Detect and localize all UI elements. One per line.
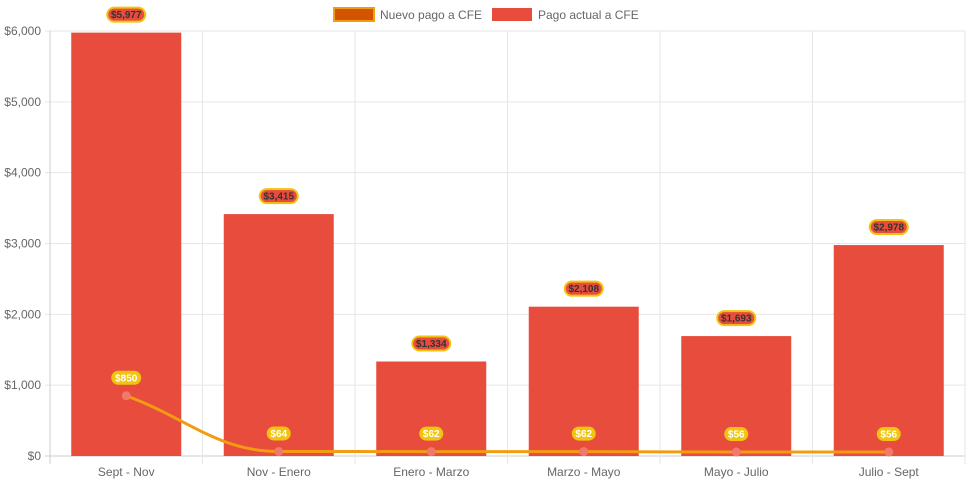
x-tick-label: Marzo - Mayo bbox=[547, 465, 621, 479]
y-tick-label: $3,000 bbox=[4, 237, 41, 251]
bar-value-label-bg bbox=[106, 6, 147, 23]
legend-swatch-nuevo[interactable] bbox=[333, 7, 375, 22]
bar-value-label: $1,693 bbox=[721, 314, 752, 325]
line-value-label: $62 bbox=[423, 429, 440, 440]
x-tick-label: Mayo - Julio bbox=[704, 465, 769, 479]
bar-value-label-bg bbox=[411, 335, 452, 352]
y-tick-label: $1,000 bbox=[4, 378, 41, 392]
line-value-label: $64 bbox=[270, 429, 287, 440]
line-point bbox=[426, 447, 436, 457]
line-value-label-bg bbox=[724, 427, 749, 442]
legend: Nuevo pago a CFE Pago actual a CFE bbox=[333, 7, 639, 22]
line-value-label-bg bbox=[571, 426, 596, 441]
line-point bbox=[121, 391, 131, 401]
line-value-label: $850 bbox=[115, 373, 138, 384]
line-value-label-bg bbox=[266, 426, 291, 441]
x-tick-label: Nov - Enero bbox=[247, 465, 311, 479]
line-value-label-bg bbox=[876, 427, 901, 442]
line-path bbox=[125, 394, 889, 454]
legend-swatch-actual[interactable] bbox=[492, 8, 532, 21]
line-point bbox=[731, 447, 741, 457]
line-value-label: $56 bbox=[880, 430, 897, 441]
line-point bbox=[579, 447, 589, 457]
x-tick-label: Enero - Marzo bbox=[393, 465, 469, 479]
bar bbox=[71, 32, 182, 457]
bar-value-label-bg bbox=[868, 219, 909, 236]
line-point bbox=[274, 446, 284, 456]
bar bbox=[833, 245, 944, 456]
y-tick-label: $4,000 bbox=[4, 166, 41, 180]
line-point bbox=[884, 447, 894, 457]
bar-value-label-bg bbox=[563, 280, 604, 297]
bar bbox=[223, 214, 334, 456]
bar-value-label: $2,108 bbox=[568, 284, 599, 295]
bar-value-label: $1,334 bbox=[416, 339, 447, 350]
y-tick-label: $0 bbox=[28, 449, 42, 463]
data-labels: $5,977 $3,415 $1,334 $2,108 $1,693 $2,978 $850… bbox=[106, 6, 909, 442]
axes: $0 $1,000 $2,000 $3,000 $4,000 $5,000 $6,000 Se… bbox=[4, 24, 919, 479]
bar-value-label-bg bbox=[258, 188, 299, 205]
grid bbox=[45, 30, 966, 464]
y-tick-label: $6,000 bbox=[4, 24, 41, 38]
x-tick-label: Sept - Nov bbox=[98, 465, 155, 479]
bar-value-label: $3,415 bbox=[263, 192, 294, 203]
y-tick-label: $2,000 bbox=[4, 307, 41, 321]
bar bbox=[376, 361, 487, 456]
line-value-label: $62 bbox=[575, 429, 592, 440]
legend-label-nuevo[interactable]: Nuevo pago a CFE bbox=[380, 8, 482, 22]
line-value-label-bg bbox=[419, 426, 444, 441]
bar-value-label: $2,978 bbox=[873, 223, 904, 234]
bar-value-label-bg bbox=[716, 310, 757, 327]
x-tick-label: Julio - Sept bbox=[859, 465, 920, 479]
bar-value-label: $5,977 bbox=[111, 10, 142, 21]
line-value-label-bg bbox=[111, 370, 142, 385]
line-value-label: $56 bbox=[728, 430, 745, 441]
legend-label-actual[interactable]: Pago actual a CFE bbox=[538, 8, 639, 22]
line-series bbox=[121, 391, 894, 457]
y-tick-label: $5,000 bbox=[4, 95, 41, 109]
